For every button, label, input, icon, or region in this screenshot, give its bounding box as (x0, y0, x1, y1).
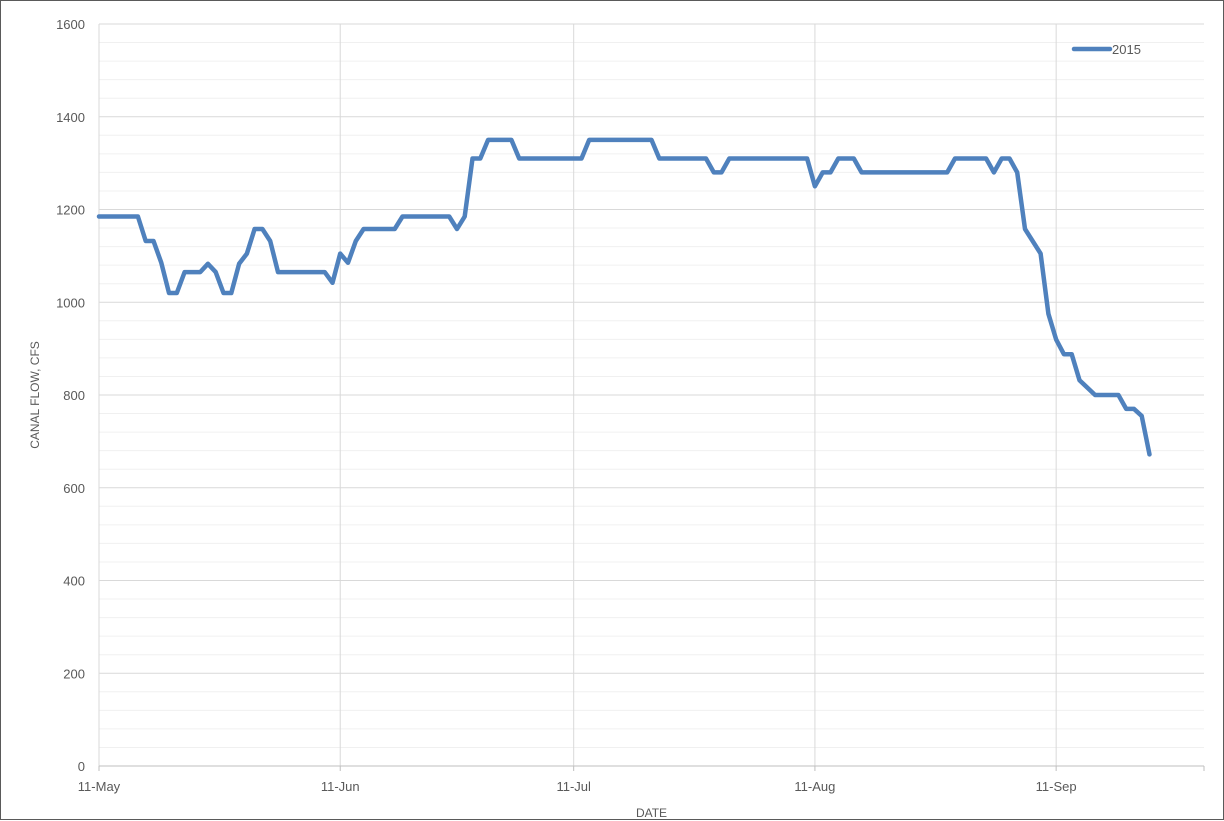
x-axis-tick-labels: 11-May 11-Jun 11-Jul 11-Aug 11-Sep (78, 779, 1077, 794)
y-tick-label: 1400 (56, 110, 85, 125)
x-tick-label: 11-May (78, 779, 121, 794)
series-lines (96, 137, 1152, 457)
major-gridlines (98, 23, 1205, 771)
x-axis-title: DATE (636, 806, 667, 820)
y-tick-label: 400 (63, 574, 85, 589)
y-tick-label: 0 (78, 759, 85, 774)
y-tick-label: 600 (63, 481, 85, 496)
minor-gridlines (99, 42, 1204, 748)
y-axis-title: CANAL FLOW, CFS (28, 341, 42, 449)
y-tick-label: 1600 (56, 17, 85, 32)
legend: 2015 (1071, 42, 1141, 57)
x-tick-label: 11-Jun (321, 779, 360, 794)
y-axis-tick-labels: 0 200 400 600 800 1000 1200 1400 1600 (56, 17, 85, 774)
x-tick-label: 11-Jul (556, 779, 591, 794)
y-tick-label: 800 (63, 388, 85, 403)
y-tick-label: 1200 (56, 203, 85, 218)
y-tick-label: 1000 (56, 295, 85, 310)
x-tick-label: 11-Aug (794, 779, 835, 794)
series-line-2015 (96, 137, 1152, 457)
legend-label: 2015 (1112, 42, 1141, 57)
x-tick-label: 11-Sep (1036, 779, 1077, 794)
y-tick-label: 200 (63, 666, 85, 681)
